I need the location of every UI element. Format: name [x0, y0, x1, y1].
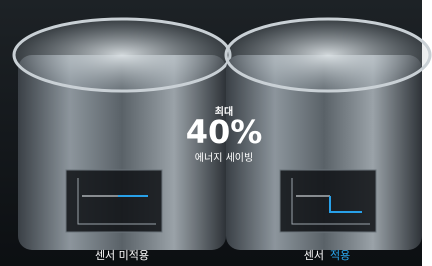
graph-left	[66, 170, 162, 232]
panel-label: 센서	[304, 249, 324, 262]
panel-label: 센서 미적용	[95, 249, 149, 262]
panel-label-highlight: 적용	[330, 249, 350, 262]
headline-caption: 에너지 세이빙	[195, 152, 253, 164]
headline-value: 40%	[186, 113, 263, 151]
advert: 최대 40% 에너지 세이빙 센서 미적용 센서 적용	[0, 0, 432, 266]
graph-right	[280, 170, 376, 232]
